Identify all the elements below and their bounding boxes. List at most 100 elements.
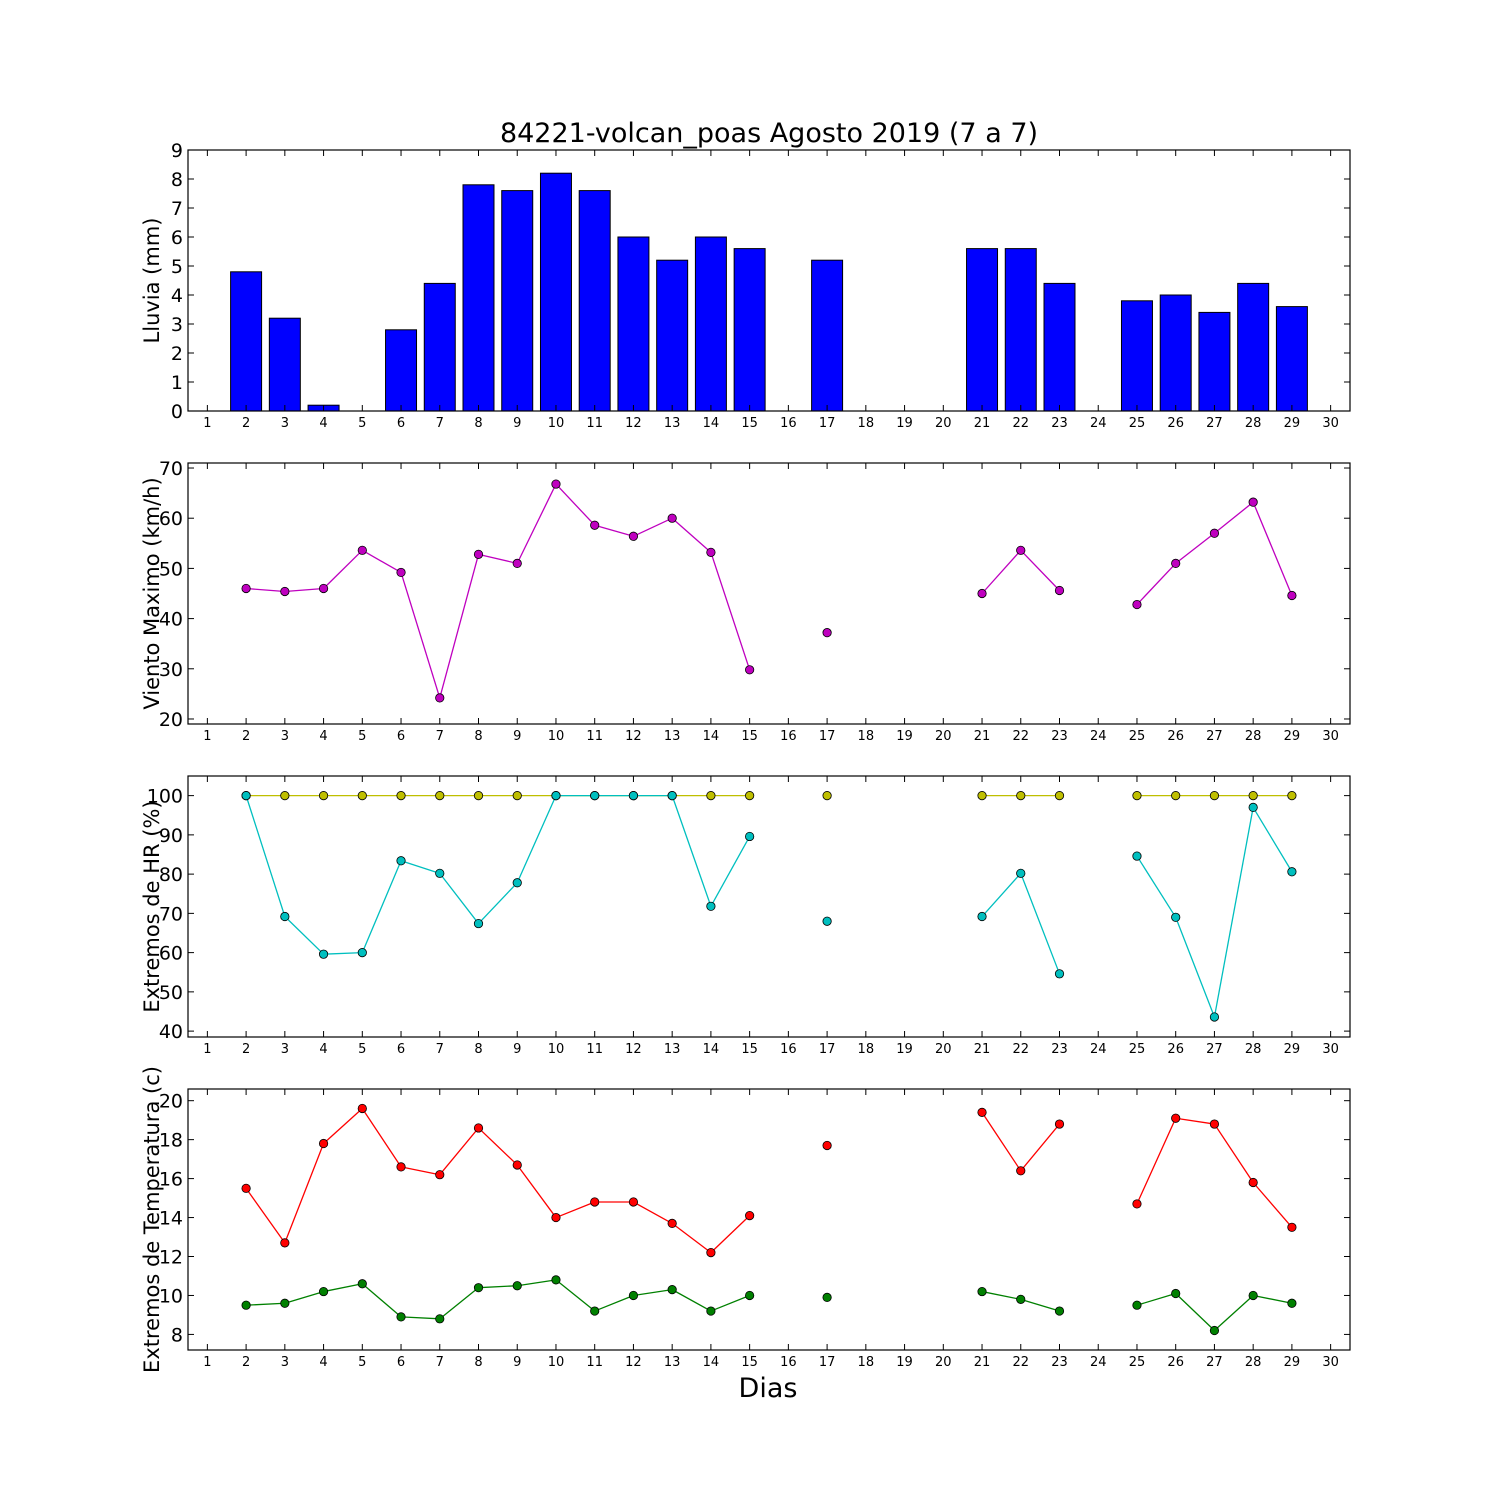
y-tick-label: 8 [171,169,183,191]
series-1-segment [478,1127,518,1166]
x-tick-label: 21 [974,729,991,744]
x-tick-label: 18 [858,416,875,431]
x-tick-label: 22 [1012,416,1029,431]
x-tick-label: 13 [664,416,681,431]
x-tick-label: 6 [397,416,405,431]
series-1-point-day-2 [241,1183,251,1193]
x-tick-label: 2 [242,416,250,431]
y-axis-label: Viento Maximo (km/h) [140,477,164,709]
x-tick-label: 24 [1090,416,1107,431]
x-tick-label: 14 [703,1042,720,1057]
series-1-segment [1214,501,1254,534]
series-1-point-day-8 [473,549,484,559]
x-tick-label: 16 [780,729,797,744]
series-2-point-day-26 [1171,1288,1181,1299]
series-1-segment [555,483,596,526]
series-1-point-day-25 [1132,599,1142,610]
bar-day-11 [578,190,611,412]
x-tick-label: 21 [974,416,991,431]
y-tick-label: 30 [159,659,183,681]
series-1-segment [633,517,673,537]
x-tick-label: 5 [358,1042,366,1057]
series-1-point-day-3 [280,791,290,801]
y-tick-label: 50 [159,982,183,1004]
series-1-point-day-23 [1054,791,1065,801]
series-1-point-day-14 [706,547,716,557]
y-tick-label: 90 [159,825,183,847]
series-2-segment [1252,807,1293,873]
series-2-segment [284,1290,324,1304]
x-tick-label: 29 [1284,1042,1301,1057]
x-tick-label: 21 [974,1355,991,1370]
series-1-point-day-28 [1248,791,1258,801]
x-tick-label: 2 [242,1355,250,1370]
series-2-point-day-4 [318,1286,329,1297]
series-1-point-day-11 [590,520,600,530]
series-2-segment [710,1294,750,1312]
series-1-segment [323,1107,363,1145]
series-1-point-day-15 [745,791,755,801]
series-1-point-day-9 [512,791,522,801]
series-1-point-day-14 [706,791,716,801]
bar-day-3 [268,317,301,412]
x-tick-label: 9 [513,1355,521,1370]
x-tick-label: 23 [1051,1355,1068,1370]
series-1-point-day-7 [435,693,445,703]
x-tick-label: 26 [1167,1042,1184,1057]
series-1-segment [439,1127,480,1176]
series-2-point-day-25 [1132,851,1142,861]
series-1-point-day-15 [745,665,755,675]
x-tick-label: 20 [935,1042,952,1057]
series-1-segment [400,1166,440,1176]
x-tick-label: 23 [1051,729,1068,744]
y-tick-label: 100 [147,786,183,808]
x-tick-label: 3 [281,1042,289,1057]
series-1-point-day-27 [1209,528,1220,538]
bar-day-25 [1120,300,1153,412]
series-1-point-day-15 [745,1211,755,1221]
series-1-segment [633,1201,673,1224]
series-1-point-day-21 [977,791,987,801]
chart-title: 84221-volcan_poas Agosto 2019 (7 a 7) [500,118,1038,149]
series-2-segment [361,1283,402,1318]
series-1-segment [1020,549,1060,591]
series-1-segment [1136,562,1177,605]
series-2-point-day-4 [318,949,329,959]
series-2-segment [516,795,557,884]
series-2-segment [1253,1294,1293,1304]
series-2-point-day-17 [822,916,832,926]
series-2-point-day-6 [396,856,406,866]
series-2-point-day-10 [551,791,561,801]
series-1-point-day-5 [357,545,367,555]
series-1-point-day-28 [1248,497,1258,507]
x-tick-label: 1 [203,416,211,431]
series-1-point-day-10 [551,479,561,489]
series-2-point-day-17 [822,1292,832,1303]
x-tick-label: 27 [1206,416,1223,431]
series-1-point-day-17 [822,1140,832,1151]
series-1-point-day-5 [357,791,367,801]
series-1-point-day-22 [1016,545,1026,555]
x-tick-label: 12 [625,1355,642,1370]
series-2-point-day-23 [1054,1306,1065,1316]
series-1-segment [1252,501,1293,596]
x-tick-label: 27 [1206,1042,1223,1057]
series-2-segment [710,836,751,907]
y-tick-label: 10 [159,1285,183,1307]
x-tick-label: 16 [780,1355,797,1370]
series-2-point-day-22 [1016,868,1026,878]
series-2-segment [1020,1298,1060,1312]
x-tick-label: 11 [586,1355,603,1370]
series-2-segment [478,882,518,925]
series-2-point-day-29 [1287,867,1297,877]
series-2-point-day-10 [551,1275,561,1285]
x-tick-label: 15 [741,1042,758,1057]
x-tick-label: 19 [896,729,913,744]
y-tick-label: 40 [159,1021,183,1043]
bar-day-6 [385,329,418,412]
x-tick-label: 12 [625,1042,642,1057]
x-tick-label: 3 [281,729,289,744]
series-2-point-day-27 [1209,1325,1220,1336]
